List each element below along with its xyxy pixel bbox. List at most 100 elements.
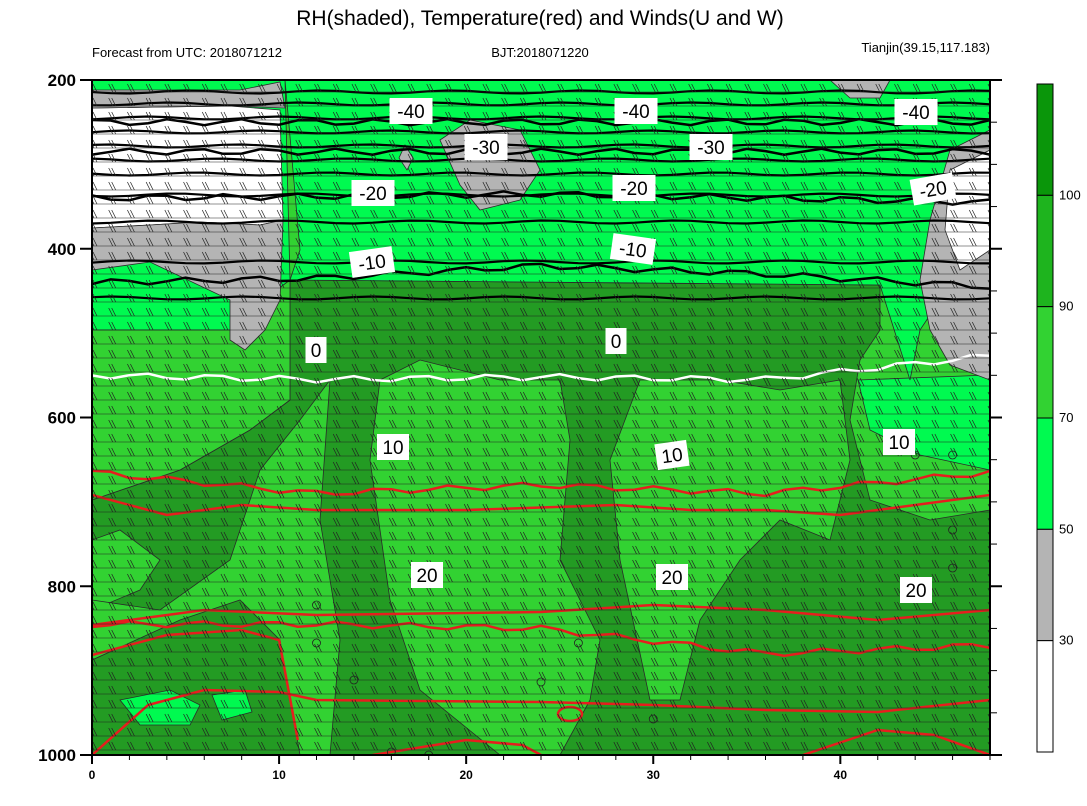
wind-barb (931, 517, 940, 527)
wind-barb (295, 587, 304, 597)
wind-barb (838, 265, 846, 275)
wind-barb (295, 251, 304, 261)
wind-barb (950, 517, 958, 527)
contour-label-box (348, 246, 396, 278)
wind-barb (145, 111, 154, 121)
wind-barb (519, 447, 528, 457)
wind-barb (725, 377, 734, 387)
wind-barb (968, 237, 977, 247)
wind-barb (819, 405, 827, 415)
wind-barb (744, 559, 753, 569)
wind-barb (164, 279, 173, 289)
wind-barb (707, 699, 715, 709)
wind-barb (351, 167, 360, 177)
wind-barb (650, 741, 659, 751)
wind-barb (987, 181, 990, 187)
wind-barb (688, 405, 696, 415)
wind-barb (276, 713, 285, 723)
wind-barb (763, 545, 771, 555)
wind-barb (669, 363, 678, 373)
wind-barb (725, 405, 734, 415)
wind-barb (538, 125, 547, 135)
wind-barb (781, 489, 790, 499)
wind-barb (763, 377, 771, 387)
wind-barb (92, 307, 98, 317)
wind-barb (987, 419, 990, 425)
wind-barb (576, 307, 584, 317)
wind-barb (688, 447, 696, 457)
rh-shading-gray (92, 81, 286, 109)
upper-contour (92, 101, 990, 107)
wind-barb (389, 713, 397, 723)
wind-barb (538, 601, 547, 611)
wind-barb (987, 209, 990, 215)
wind-barb (894, 293, 902, 303)
wind-barb (463, 195, 472, 205)
wind-barb (201, 321, 210, 331)
wind-barb (108, 419, 117, 429)
wind-barb (108, 265, 117, 275)
wind-barb (538, 97, 547, 107)
wind-barb (463, 293, 472, 303)
wind-barb (987, 167, 990, 173)
wind-barb (557, 447, 566, 457)
wind-barb (669, 475, 678, 485)
wind-barb (370, 545, 378, 555)
wind-barb (875, 167, 884, 177)
wind-barb (613, 629, 622, 639)
wind-barb (781, 265, 790, 275)
wind-barb (538, 545, 547, 555)
wind-barb (800, 251, 809, 261)
wind-barb (538, 713, 547, 723)
wind-barb (632, 223, 640, 233)
wind-barb (557, 587, 566, 597)
y-tick-label: 400 (48, 240, 76, 259)
wind-barb (987, 83, 990, 89)
wind-barb (276, 307, 285, 317)
wind-barb (482, 223, 491, 233)
wind-barb (931, 461, 940, 471)
wind-barb (538, 517, 547, 527)
wind-barb (426, 223, 435, 233)
wind-barb (781, 419, 790, 429)
wind-barb (800, 279, 809, 289)
wind-barb (557, 307, 566, 317)
wind-barb (838, 475, 846, 485)
wind-barb (501, 223, 509, 233)
wind-barb (819, 251, 827, 261)
wind-barb (164, 153, 173, 163)
colorbar-label: 50 (1059, 521, 1073, 536)
wind-barb (389, 405, 397, 415)
wind-barb (538, 377, 547, 387)
wind-barb (576, 139, 584, 149)
wind-barb (557, 139, 566, 149)
wind-barb (538, 307, 547, 317)
wind-barb (407, 377, 416, 387)
wind-barb (463, 615, 472, 625)
wind-barb (763, 405, 771, 415)
wind-barb (613, 447, 622, 457)
wind-barb (407, 671, 416, 681)
wind-barb (295, 727, 304, 737)
wind-barb (538, 321, 547, 331)
wind-barb (145, 405, 154, 415)
wind-barb (576, 643, 584, 653)
wind-barb (258, 685, 266, 695)
wind-barb (482, 83, 491, 93)
wind-barb (912, 671, 921, 681)
wind-barb (894, 643, 902, 653)
wind-barb (950, 139, 958, 149)
wind-barb (351, 237, 360, 247)
wind-barb (351, 615, 360, 625)
wind-barb (856, 251, 865, 261)
wind-barb (239, 517, 247, 527)
wind-barb (258, 531, 266, 541)
wind-barb (482, 293, 491, 303)
wind-barb (183, 377, 191, 387)
wind-barb (725, 391, 734, 401)
wind-barb (557, 517, 566, 527)
wind-barb (276, 321, 285, 331)
wind-barb (856, 601, 865, 611)
wind-barb (838, 545, 846, 555)
